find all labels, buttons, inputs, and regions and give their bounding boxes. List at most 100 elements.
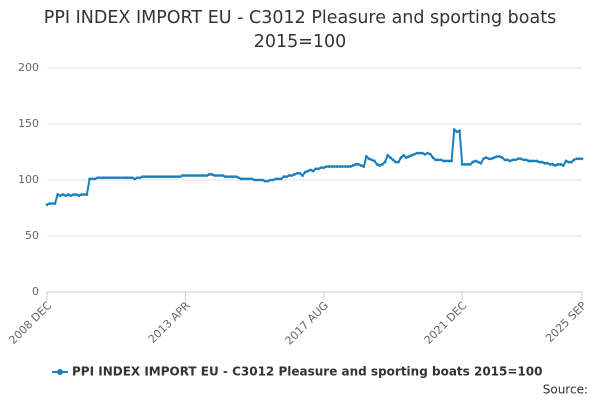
data-point bbox=[386, 153, 390, 157]
data-point bbox=[181, 174, 185, 177]
data-point bbox=[365, 155, 368, 158]
data-point bbox=[383, 160, 387, 164]
data-point bbox=[325, 165, 328, 168]
data-point bbox=[226, 175, 230, 179]
data-point bbox=[434, 158, 438, 162]
data-point bbox=[106, 176, 110, 180]
data-point bbox=[362, 165, 366, 168]
legend-marker bbox=[57, 369, 63, 375]
data-point bbox=[343, 165, 347, 168]
data-point bbox=[120, 176, 123, 180]
data-point bbox=[213, 174, 217, 177]
data-point bbox=[130, 176, 134, 180]
data-point bbox=[154, 175, 158, 179]
data-point bbox=[170, 175, 174, 179]
data-point bbox=[56, 193, 60, 196]
data-point bbox=[378, 164, 382, 167]
data-point bbox=[370, 158, 374, 162]
data-point bbox=[285, 175, 288, 179]
data-point bbox=[468, 162, 472, 166]
data-point bbox=[168, 175, 171, 179]
data-point bbox=[567, 160, 571, 164]
data-point bbox=[351, 164, 355, 167]
data-point bbox=[399, 156, 403, 160]
data-point bbox=[524, 158, 528, 162]
data-point bbox=[442, 159, 445, 163]
data-point bbox=[93, 177, 97, 181]
data-point bbox=[474, 159, 477, 163]
data-point bbox=[136, 176, 139, 180]
data-point bbox=[261, 178, 264, 182]
data-point bbox=[391, 158, 395, 162]
data-point bbox=[338, 165, 342, 168]
data-point bbox=[439, 158, 443, 162]
data-point bbox=[61, 193, 65, 196]
data-point bbox=[415, 151, 419, 155]
data-point bbox=[317, 167, 320, 171]
data-point bbox=[247, 177, 251, 181]
chart-title: PPI INDEX IMPORT EU - C3012 Pleasure and… bbox=[43, 8, 557, 52]
data-point bbox=[237, 176, 241, 180]
data-point bbox=[250, 177, 254, 181]
data-point bbox=[327, 165, 331, 168]
data-point bbox=[311, 169, 315, 173]
data-point bbox=[516, 157, 520, 161]
data-point bbox=[245, 177, 249, 181]
data-point bbox=[242, 177, 246, 181]
data-point bbox=[426, 151, 430, 155]
data-point bbox=[306, 169, 310, 173]
data-point bbox=[380, 162, 384, 166]
data-point bbox=[498, 155, 501, 158]
data-point bbox=[428, 152, 432, 156]
data-point bbox=[101, 176, 105, 180]
data-point bbox=[500, 156, 504, 160]
data-point bbox=[125, 176, 129, 180]
data-point bbox=[575, 157, 579, 161]
data-point bbox=[309, 168, 312, 172]
data-point bbox=[205, 174, 209, 177]
data-point bbox=[322, 166, 326, 170]
data-point bbox=[263, 179, 267, 183]
data-point bbox=[450, 159, 453, 163]
data-point bbox=[375, 162, 379, 166]
data-point bbox=[295, 171, 299, 175]
data-point bbox=[330, 165, 334, 168]
data-point bbox=[303, 170, 307, 174]
data-point bbox=[290, 174, 294, 177]
data-point bbox=[80, 193, 84, 196]
data-point bbox=[138, 176, 142, 180]
data-point bbox=[128, 176, 131, 180]
data-point bbox=[333, 165, 336, 168]
data-point bbox=[538, 160, 541, 164]
data-point bbox=[388, 156, 392, 160]
data-point bbox=[572, 158, 576, 162]
y-tick-label: 0 bbox=[32, 285, 39, 298]
data-point bbox=[367, 157, 371, 161]
data-point bbox=[234, 175, 238, 179]
x-tick-label: 2013 APR bbox=[146, 299, 193, 346]
data-point bbox=[277, 177, 280, 181]
data-point bbox=[447, 159, 451, 163]
data-point bbox=[191, 174, 195, 177]
data-point bbox=[152, 175, 155, 179]
data-point bbox=[495, 155, 499, 158]
data-point bbox=[346, 165, 350, 168]
data-point bbox=[122, 176, 126, 180]
data-point bbox=[77, 194, 81, 198]
data-point bbox=[279, 177, 283, 181]
data-point bbox=[48, 202, 52, 205]
data-point bbox=[141, 175, 145, 179]
data-point bbox=[178, 175, 182, 179]
data-point bbox=[506, 158, 509, 162]
data-point bbox=[476, 160, 480, 164]
data-point bbox=[404, 156, 408, 160]
data-point bbox=[452, 128, 456, 132]
data-point bbox=[258, 178, 262, 182]
data-point bbox=[221, 174, 225, 177]
data-point bbox=[463, 162, 467, 166]
data-point bbox=[484, 156, 488, 160]
data-point bbox=[359, 164, 363, 167]
data-point bbox=[482, 157, 485, 161]
x-tick-label: 2017 AUG bbox=[283, 299, 332, 348]
data-point bbox=[223, 175, 227, 179]
